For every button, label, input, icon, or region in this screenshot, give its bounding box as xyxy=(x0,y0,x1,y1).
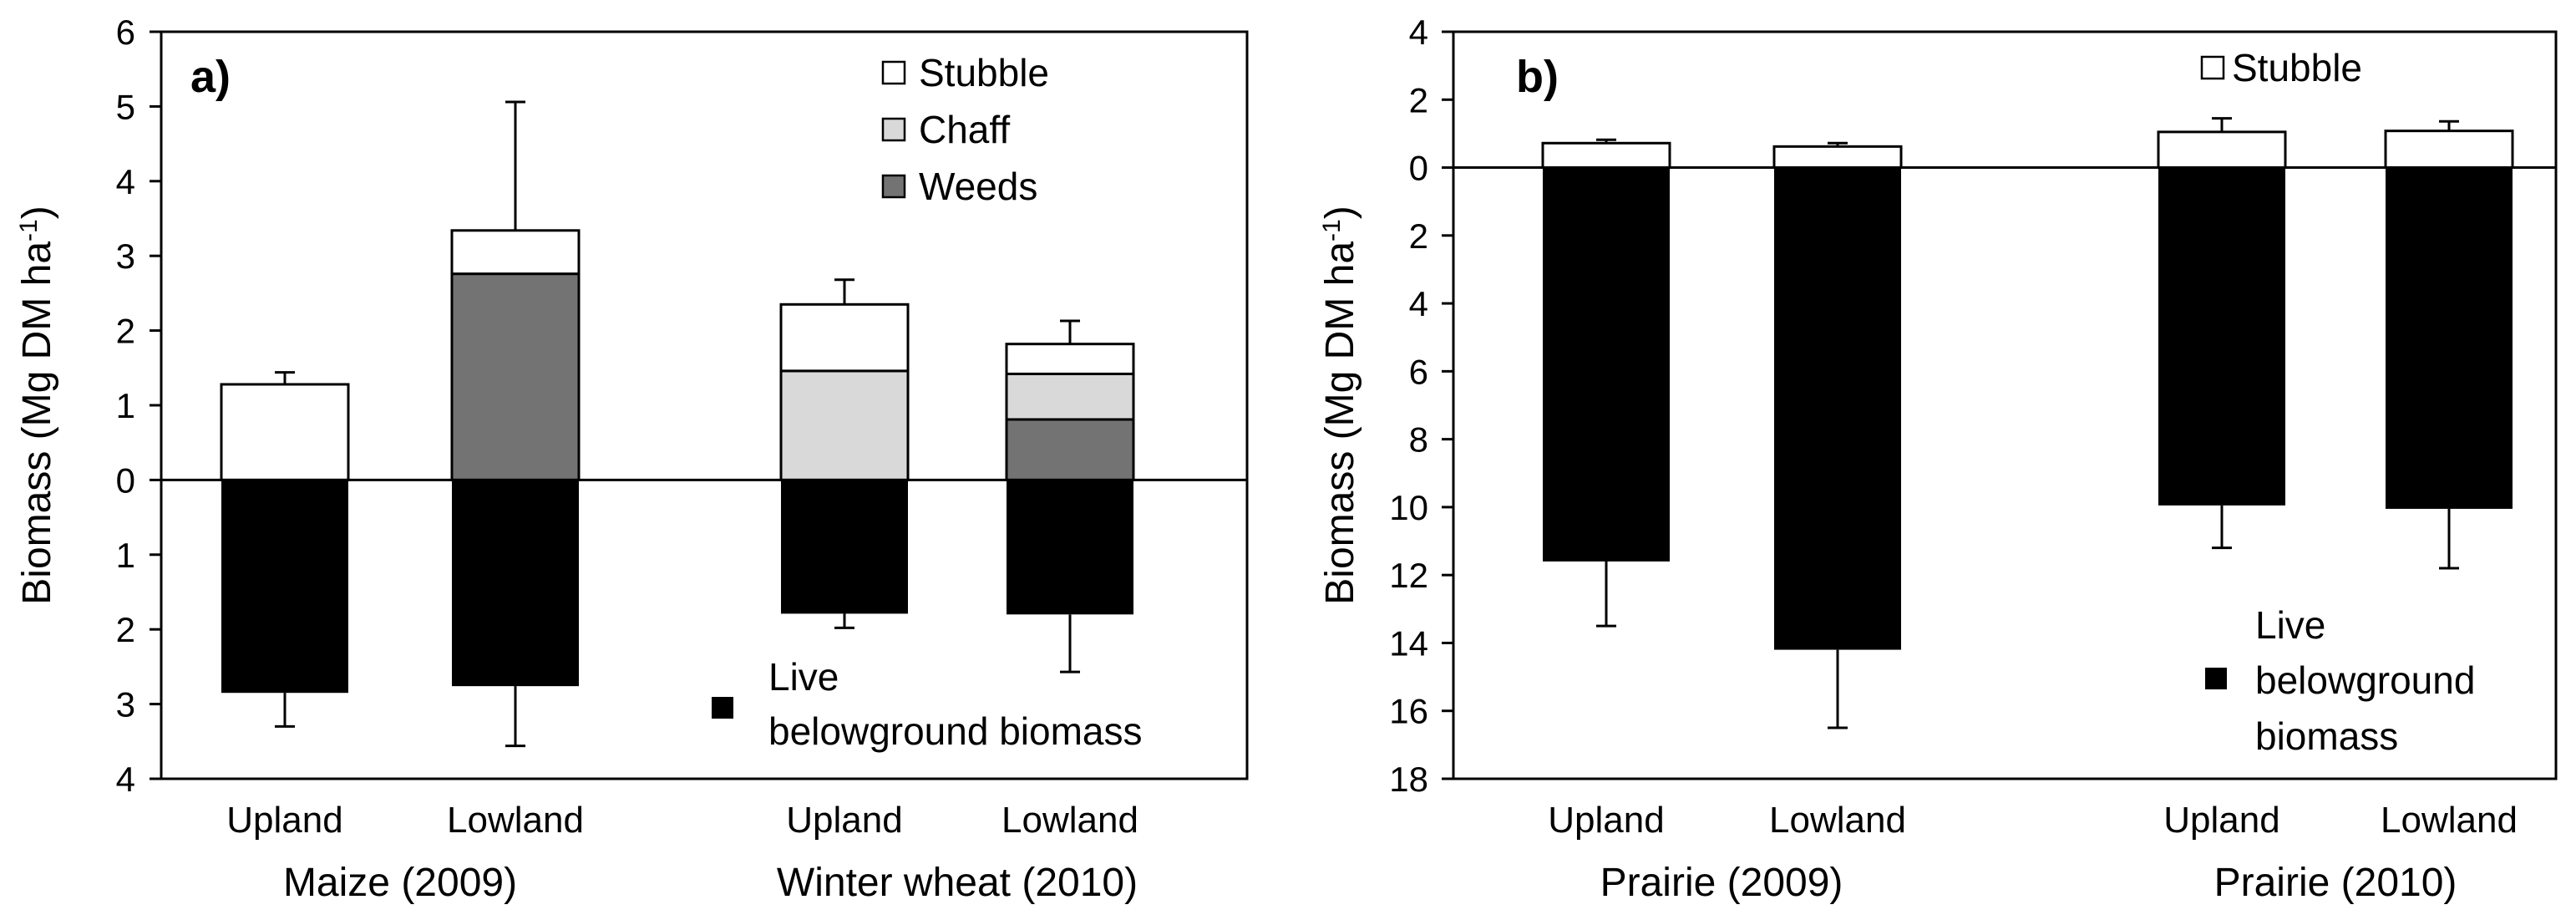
legend-b-belowground-label-line2: belowground xyxy=(2255,658,2475,702)
y-tick-label: 4 xyxy=(116,162,135,201)
belowground-bar xyxy=(221,480,348,694)
chaff-bar xyxy=(1005,372,1135,421)
y-tick-label: 8 xyxy=(1409,420,1428,460)
legend-weeds-swatch xyxy=(881,174,906,199)
legend-b-belowground-label-line1: Live xyxy=(2255,603,2325,647)
weeds-bar xyxy=(450,272,581,481)
panel-a-y-axis-label: Biomass (Mg DM ha-1) xyxy=(15,206,59,604)
legend-belowground-label-line2: belowground biomass xyxy=(768,709,1143,753)
belowground-bar xyxy=(1543,167,1670,562)
belowground-bar xyxy=(2158,167,2285,506)
chaff-bar xyxy=(779,369,910,481)
y-tick-label: 1 xyxy=(116,386,135,425)
category-label: Lowland xyxy=(447,800,584,841)
y-tick-label: 18 xyxy=(1389,760,1428,799)
category-label: Upland xyxy=(1548,800,1664,841)
legend-chaff-swatch xyxy=(881,117,906,142)
legend-stubble-label: Stubble xyxy=(919,51,1049,94)
belowground-bar xyxy=(1774,167,1901,650)
panel-a-chart: 6 5 4 3 2 1 0 1 2 3 4 a) Biomass (Mg DM ha-1) Upla… xyxy=(15,13,1249,905)
weeds-bar xyxy=(1005,418,1135,481)
legend-b-belowground-swatch xyxy=(2205,668,2227,689)
panel-b-y-axis: 4 2 0 2 4 6 8 10 12 14 16 18 xyxy=(1389,13,1453,799)
panel-b-chart: 4 2 0 2 4 6 8 10 12 14 16 18 b) Biomass (Mg DM ha-1… xyxy=(1318,13,2558,905)
y-tick-label: 10 xyxy=(1389,488,1428,527)
legend-belowground-swatch xyxy=(712,697,733,719)
stubble-bar xyxy=(220,383,350,481)
group-label: Maize (2009) xyxy=(283,861,517,905)
belowground-bar xyxy=(452,480,579,687)
legend-b-stubble-swatch xyxy=(2200,55,2225,80)
stubble-bar xyxy=(1772,145,1903,170)
y-tick-label: 14 xyxy=(1389,623,1428,663)
legend-b-belowground-label-line3: biomass xyxy=(2255,714,2398,758)
group-label: Prairie (2009) xyxy=(1600,861,1843,905)
stubble-bar xyxy=(2384,130,2514,170)
y-tick-label: 2 xyxy=(1409,216,1428,256)
y-tick-label: 4 xyxy=(1409,284,1428,323)
category-label: Lowland xyxy=(2381,800,2518,841)
category-label: Upland xyxy=(226,800,342,841)
y-tick-label: 0 xyxy=(116,460,135,500)
category-label: Upland xyxy=(2163,800,2279,841)
panel-a-label: a) xyxy=(190,52,231,102)
stubble-bar xyxy=(450,229,581,276)
category-label: Lowland xyxy=(1001,800,1138,841)
stubble-bar xyxy=(1005,343,1135,375)
panel-b-label: b) xyxy=(1516,52,1559,102)
legend-belowground-label-line1: Live xyxy=(768,655,839,699)
y-tick-label: 6 xyxy=(1409,352,1428,391)
stubble-bar xyxy=(779,302,910,373)
belowground-bar xyxy=(1007,480,1133,615)
legend-weeds-label: Weeds xyxy=(919,165,1037,208)
panel-b-categories: Upland Lowland Prairie (2009) Upland Lowland… xyxy=(1548,800,2518,905)
y-tick-label: 2 xyxy=(116,610,135,649)
category-label: Lowland xyxy=(1769,800,1906,841)
y-tick-label: 6 xyxy=(116,13,135,52)
group-label: Prairie (2010) xyxy=(2214,861,2457,905)
panel-b-bars xyxy=(1541,117,2514,729)
y-tick-label: 2 xyxy=(116,312,135,351)
legend-chaff-label: Chaff xyxy=(919,108,1010,151)
y-tick-label: 16 xyxy=(1389,692,1428,731)
stubble-bar xyxy=(2157,130,2287,170)
legend-stubble-swatch xyxy=(881,60,906,85)
panel-a-y-axis: 6 5 4 3 2 1 0 1 2 3 4 xyxy=(116,13,161,799)
y-tick-label: 4 xyxy=(1409,13,1428,52)
y-tick-label: 1 xyxy=(116,536,135,575)
panel-b-y-axis-label: Biomass (Mg DM ha-1) xyxy=(1318,206,1362,604)
y-tick-label: 2 xyxy=(1409,80,1428,119)
legend-b-stubble-label: Stubble xyxy=(2232,46,2362,89)
y-tick-label: 0 xyxy=(1409,149,1428,188)
y-tick-label: 3 xyxy=(116,685,135,724)
stubble-bar xyxy=(1541,141,1671,170)
panel-b-plot-frame xyxy=(1452,30,2558,780)
panel-a-categories: Upland Lowland Maize (2009) Upland Lowland Wi… xyxy=(226,800,1138,905)
group-label: Winter wheat (2010) xyxy=(777,861,1138,905)
y-tick-label: 3 xyxy=(116,236,135,276)
belowground-bar xyxy=(2386,167,2513,509)
belowground-bar xyxy=(781,480,908,614)
y-tick-label: 5 xyxy=(116,87,135,126)
y-tick-label: 4 xyxy=(116,760,135,799)
panel-a-bars xyxy=(220,100,1135,748)
y-tick-label: 12 xyxy=(1389,556,1428,595)
category-label: Upland xyxy=(786,800,902,841)
